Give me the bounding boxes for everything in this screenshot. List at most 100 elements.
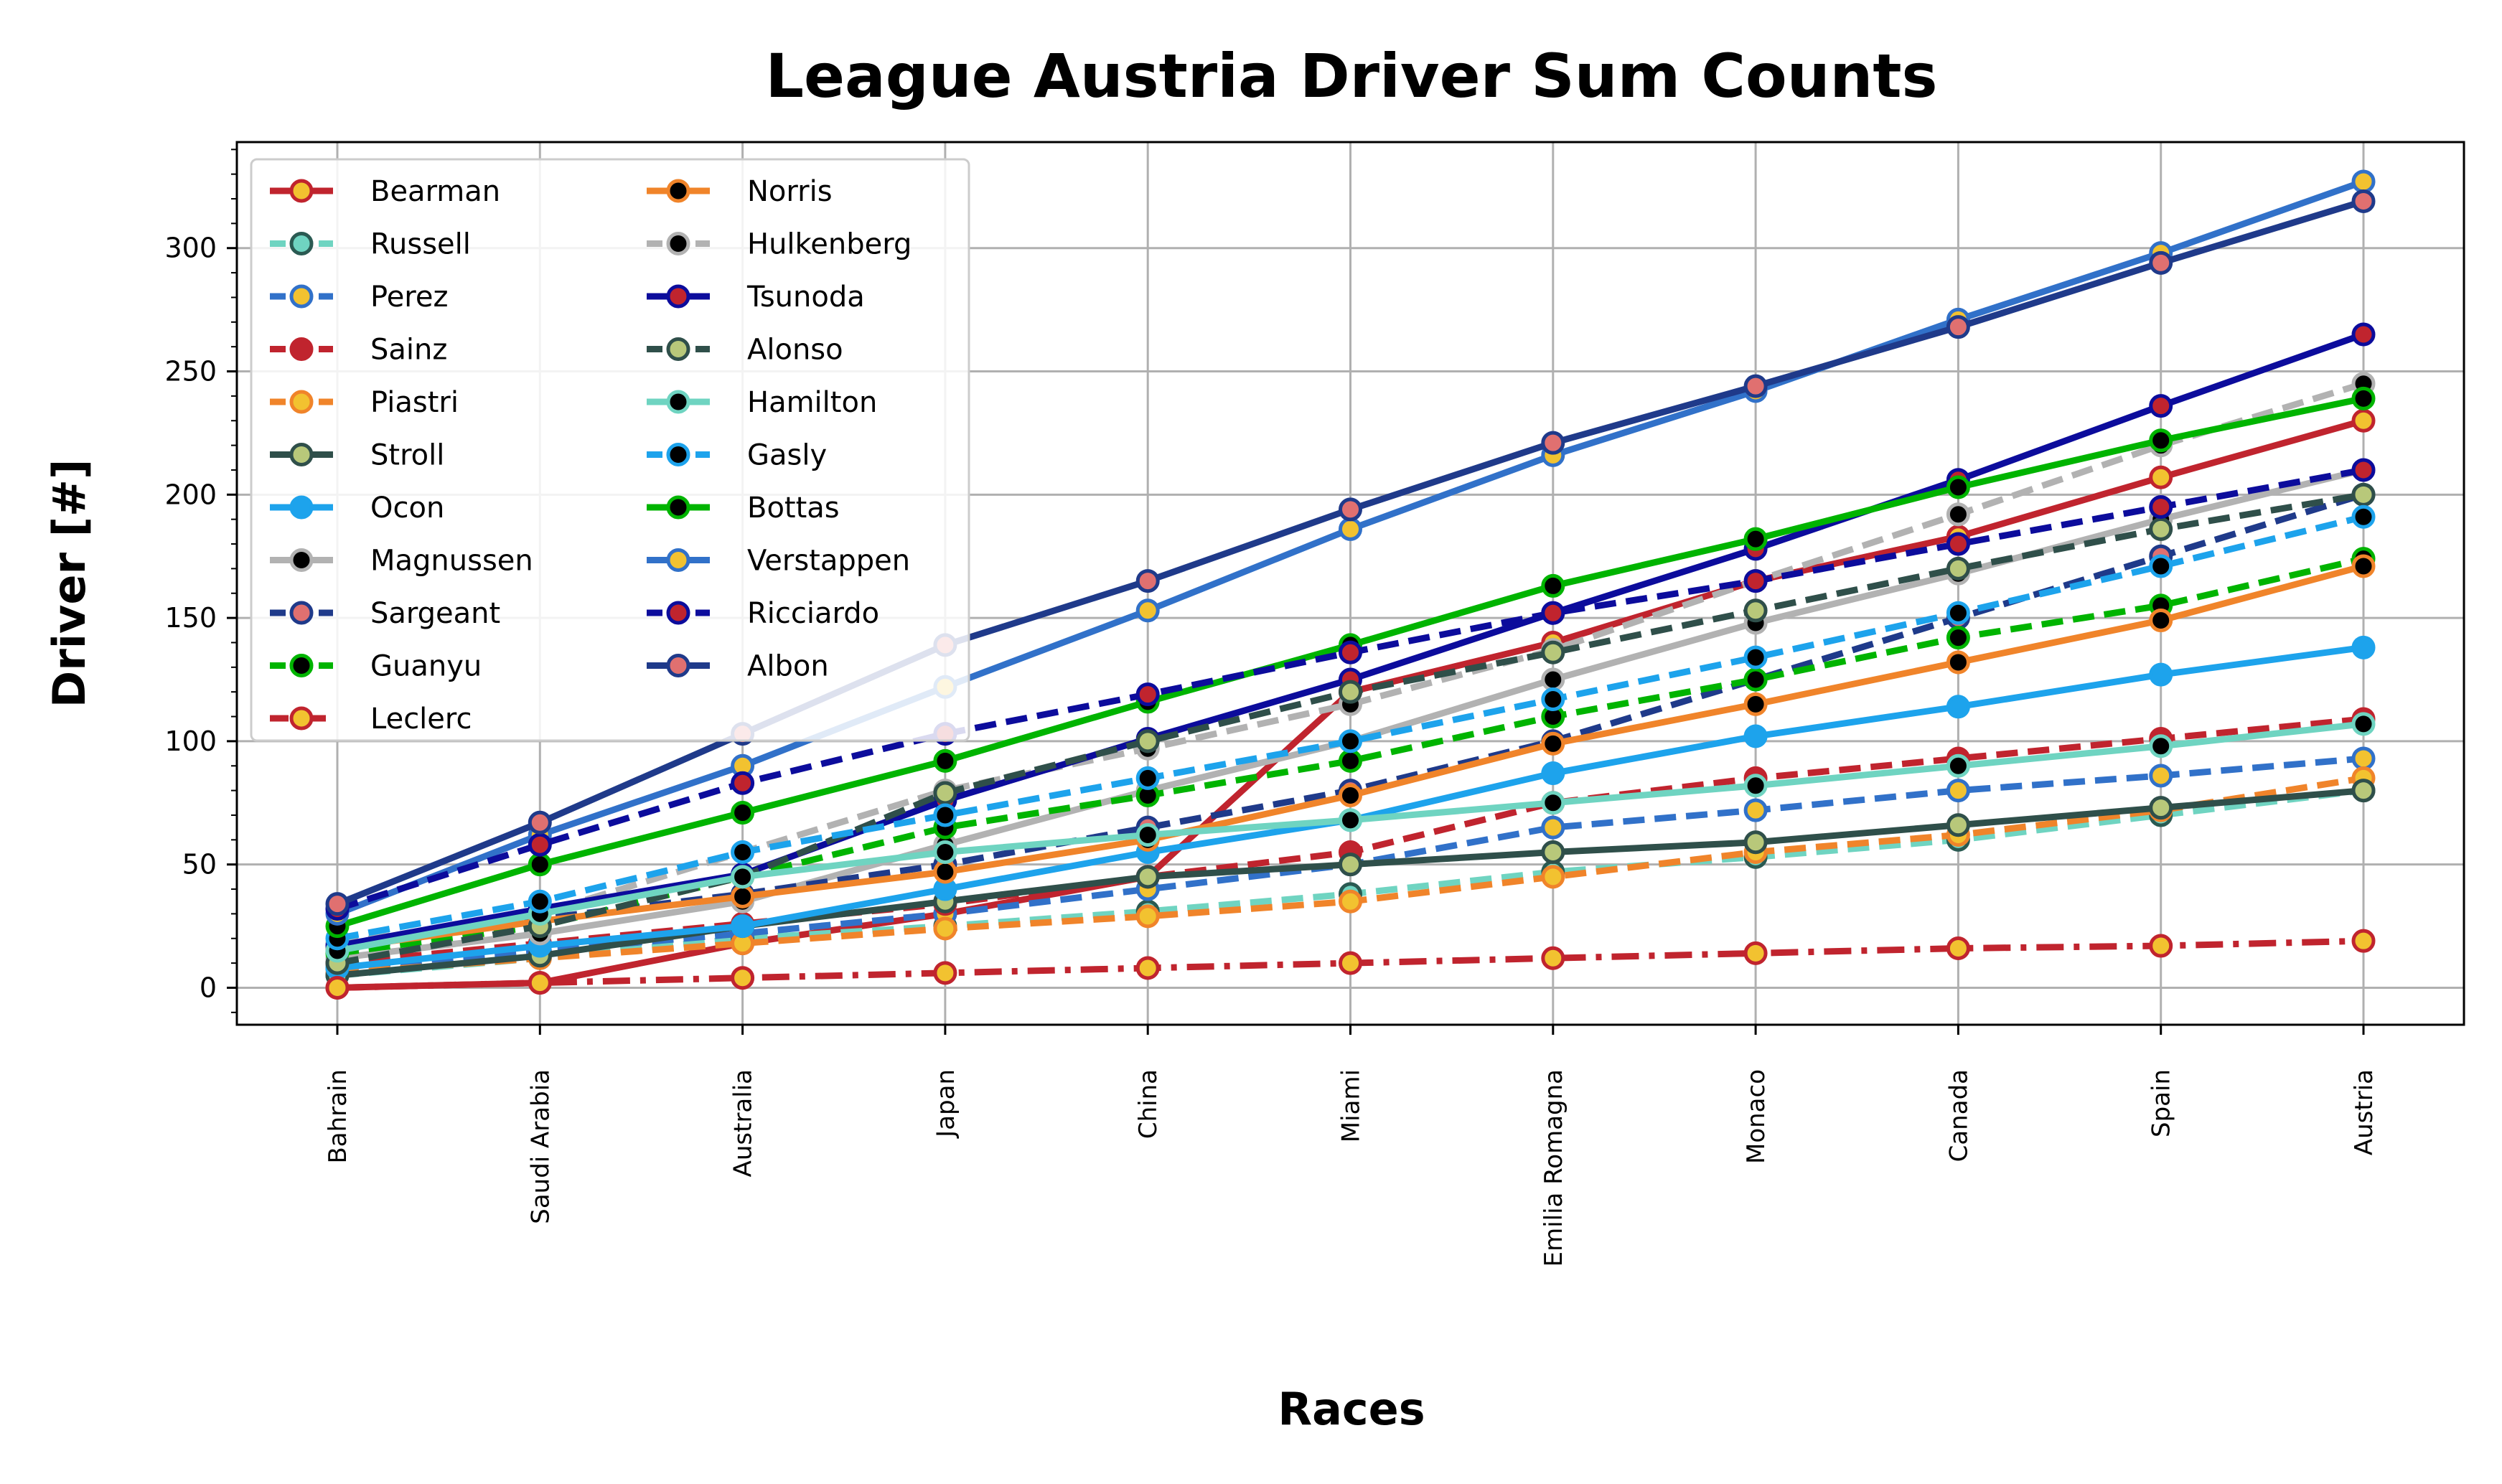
legend-marker: [289, 284, 314, 309]
data-point: [1946, 556, 1970, 581]
data-point: [2351, 929, 2376, 953]
data-point: [1339, 517, 1362, 541]
data-point: [1743, 830, 1768, 855]
legend-entry: Piastri: [270, 386, 459, 419]
legend-entry: Bearman: [270, 175, 500, 208]
data-point: [2351, 635, 2376, 659]
x-tick-label: Bahrain: [324, 1069, 352, 1164]
legend-entry: Verstappen: [647, 545, 910, 578]
legend-marker: [289, 390, 314, 414]
data-point: [731, 966, 755, 990]
legend-entry: Guanyu: [270, 650, 482, 683]
data-point: [1541, 640, 1565, 664]
data-point: [1946, 936, 1970, 960]
legend-label: Albon: [747, 650, 829, 683]
data-point: [1743, 724, 1768, 748]
data-point: [1135, 904, 1160, 929]
data-point: [2149, 494, 2173, 519]
data-point: [2149, 662, 2173, 687]
data-point: [325, 975, 350, 1000]
data-point: [731, 771, 755, 795]
data-point: [1541, 573, 1565, 598]
legend-marker: [289, 232, 314, 255]
data-point: [1135, 729, 1160, 753]
y-tick-label: 150: [164, 602, 217, 634]
legend: Bearman Russell Perez Sainz Piastri Stroll Oco…: [250, 158, 970, 742]
data-point: [1743, 798, 1768, 822]
data-point: [1946, 779, 1970, 803]
data-point: [2351, 408, 2376, 433]
legend-marker: [666, 548, 690, 572]
y-tick-label: 0: [200, 972, 217, 1003]
axis-ticks: 0 50 100 150 200 250 300 Bahrain Saudi Arabia Aus…: [164, 149, 2379, 1267]
x-tick-label: Miami: [1337, 1069, 1366, 1142]
series-gasly: [325, 504, 2376, 951]
legend-marker: [289, 337, 314, 361]
legend-label: Bottas: [747, 492, 840, 525]
data-point: [2351, 482, 2376, 507]
x-tick-label: Canada: [1944, 1069, 1973, 1162]
data-point: [1743, 598, 1768, 623]
data-point: [528, 889, 552, 914]
x-tick-label: Australia: [729, 1069, 758, 1177]
legend-label: Hulkenberg: [747, 228, 912, 261]
legend-marker: [289, 443, 314, 466]
data-point: [2351, 712, 2376, 736]
data-point: [933, 781, 957, 805]
legend-marker: [289, 654, 314, 677]
legend-label: Hamilton: [747, 386, 877, 419]
series-line: [337, 513, 2365, 942]
legend-label: Leclerc: [370, 703, 472, 736]
data-point: [528, 853, 552, 877]
data-point: [1946, 626, 1970, 650]
data-point: [1946, 650, 1970, 675]
data-point: [2149, 734, 2173, 759]
data-point: [1743, 941, 1768, 965]
legend-marker: [666, 495, 690, 520]
legend-label: Russell: [370, 228, 471, 261]
data-point: [1743, 774, 1768, 798]
legend-label: Piastri: [370, 386, 459, 419]
series-line: [337, 555, 2365, 957]
legend-entry: Magnussen: [270, 545, 533, 578]
data-point: [1743, 645, 1768, 670]
legend-label: Stroll: [370, 439, 444, 472]
legend-label: Sargeant: [370, 597, 500, 630]
y-tick-label: 250: [164, 356, 217, 388]
legend-entry: Russell: [270, 228, 471, 261]
data-point: [2351, 746, 2376, 771]
data-point: [1946, 813, 1970, 837]
data-point: [1743, 569, 1768, 593]
data-point: [1541, 840, 1565, 864]
legend-label: Verstappen: [747, 545, 910, 578]
data-point: [1946, 315, 1970, 339]
data-point: [2149, 609, 2173, 633]
legend-label: Bearman: [370, 175, 500, 208]
y-tick-label: 200: [164, 479, 217, 510]
legend-entry: Gasly: [647, 439, 827, 472]
x-tick-label: China: [1134, 1069, 1163, 1139]
data-point: [731, 865, 755, 889]
legend-marker: [666, 443, 690, 466]
legend-entry: Perez: [270, 281, 448, 314]
legend-label: Ricciardo: [747, 597, 879, 630]
data-point: [1339, 680, 1362, 704]
data-point: [1135, 865, 1160, 889]
data-point: [2351, 458, 2376, 482]
data-point: [1339, 889, 1362, 914]
data-point: [528, 832, 552, 857]
series-layer: [325, 169, 2376, 1000]
data-point: [528, 810, 552, 835]
data-point: [1135, 598, 1160, 623]
data-point: [1339, 853, 1362, 877]
series-leclerc: [325, 929, 2376, 1000]
x-tick-label: Saudi Arabia: [526, 1069, 555, 1224]
data-point: [1135, 956, 1160, 980]
data-point: [731, 914, 755, 939]
legend-label: Norris: [747, 175, 833, 208]
legend-marker: [666, 284, 690, 309]
y-tick-label: 100: [164, 725, 217, 757]
data-point: [1946, 753, 1970, 778]
legend-entry: Sargeant: [270, 597, 500, 630]
